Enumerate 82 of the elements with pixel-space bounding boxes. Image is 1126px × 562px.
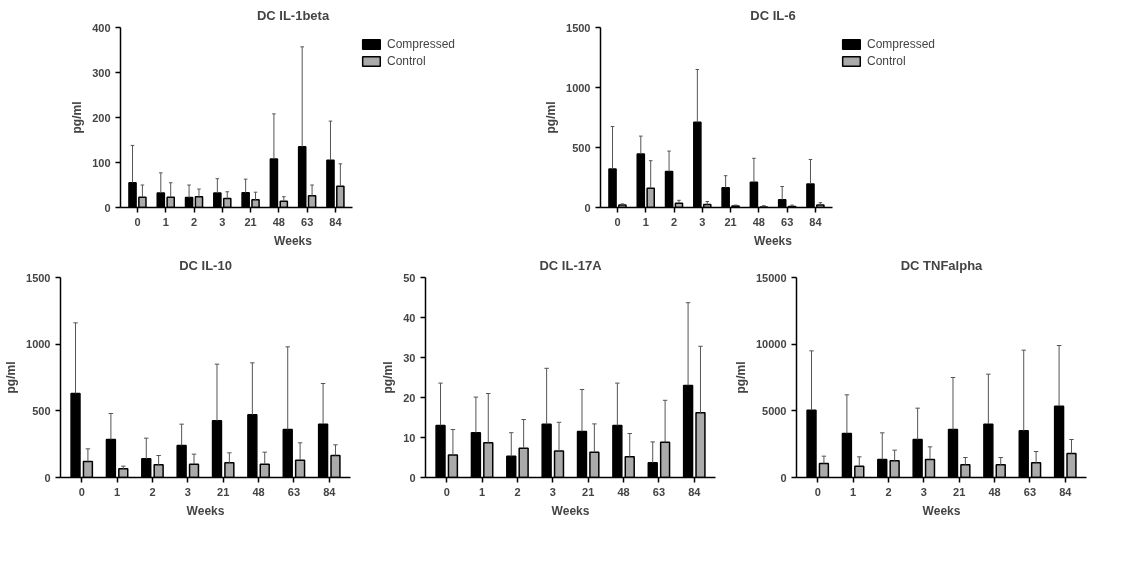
x-tick-label: 2 <box>190 215 198 228</box>
y-axis-title: pg/ml <box>733 361 748 394</box>
x-axis-title: Weeks <box>754 233 793 248</box>
x-tick-label: 2 <box>885 485 892 498</box>
y-tick-label: 10 <box>403 431 416 444</box>
y-tick-label: 40 <box>403 311 416 324</box>
x-tick-label: 21 <box>724 215 737 228</box>
y-tick-label: 0 <box>44 471 51 484</box>
x-tick-label: 3 <box>699 215 706 228</box>
x-tick-label: 48 <box>252 485 265 498</box>
x-tick-label: 63 <box>301 215 314 228</box>
legend-label: Control <box>386 54 426 68</box>
x-tick-label: 0 <box>134 215 141 228</box>
x-tick-label: 48 <box>617 485 630 498</box>
x-tick-label: 48 <box>272 215 285 228</box>
y-tick-label: 10000 <box>755 338 787 351</box>
x-tick-label: 0 <box>814 485 821 498</box>
chart-title: DC IL-10 <box>179 257 232 273</box>
chart-title: DC IL-6 <box>750 7 796 23</box>
y-tick-label: 15000 <box>755 271 787 284</box>
x-tick-label: 2 <box>670 215 678 228</box>
y-axis-title: pg/ml <box>4 361 19 394</box>
x-tick-label: 63 <box>652 485 666 498</box>
x-tick-label: 1 <box>642 215 649 228</box>
x-tick-label: 84 <box>323 485 337 498</box>
x-tick-label: 21 <box>217 485 230 498</box>
x-axis-title: Weeks <box>274 233 313 248</box>
x-tick-label: 3 <box>219 215 226 228</box>
y-tick-label: 0 <box>780 471 787 484</box>
y-tick-label: 50 <box>403 271 416 284</box>
y-tick-label: 200 <box>92 111 111 124</box>
y-tick-label: 1000 <box>566 81 591 94</box>
x-tick-label: 0 <box>78 485 85 498</box>
x-tick-label: 21 <box>953 485 966 498</box>
x-tick-label: 0 <box>443 485 450 498</box>
y-tick-label: 500 <box>32 404 51 417</box>
x-tick-label: 63 <box>1023 485 1037 498</box>
y-tick-label: 30 <box>403 351 416 364</box>
x-tick-label: 84 <box>688 485 702 498</box>
chart-title: DC TNFalpha <box>900 257 984 273</box>
y-tick-label: 0 <box>104 201 111 214</box>
y-axis-title: pg/ml <box>70 101 85 134</box>
x-tick-label: 2 <box>149 485 156 498</box>
x-tick-label: 84 <box>809 215 823 228</box>
x-tick-label: 1 <box>850 485 857 498</box>
x-axis-title: Weeks <box>186 503 225 518</box>
y-axis-title: pg/ml <box>381 361 396 394</box>
x-tick-label: 48 <box>752 215 765 228</box>
x-tick-label: 84 <box>329 215 343 228</box>
y-tick-label: 5000 <box>762 404 787 417</box>
x-tick-label: 0 <box>614 215 621 228</box>
x-tick-label: 48 <box>988 485 1001 498</box>
y-tick-label: 400 <box>92 21 111 34</box>
x-tick-label: 2 <box>514 485 521 498</box>
y-tick-label: 20 <box>403 391 416 404</box>
y-tick-label: 0 <box>584 201 591 214</box>
y-tick-label: 300 <box>92 66 111 79</box>
x-tick-label: 3 <box>549 485 556 498</box>
y-tick-label: 100 <box>92 156 111 169</box>
y-axis-title: pg/ml <box>544 101 559 134</box>
x-axis-title: Weeks <box>551 503 590 518</box>
y-tick-label: 500 <box>572 141 591 154</box>
x-axis-title: Weeks <box>922 503 961 518</box>
x-tick-label: 3 <box>184 485 191 498</box>
x-tick-label: 1 <box>479 485 486 498</box>
legend-label: Compressed <box>866 37 935 51</box>
x-tick-label: 63 <box>287 485 301 498</box>
x-tick-label: 84 <box>1059 485 1073 498</box>
y-tick-label: 1500 <box>26 271 51 284</box>
chart-title: DC IL-1beta <box>256 7 330 23</box>
y-tick-label: 0 <box>409 471 416 484</box>
x-tick-label: 63 <box>781 215 794 228</box>
legend-label: Control <box>866 54 906 68</box>
x-tick-label: 21 <box>582 485 595 498</box>
x-tick-label: 1 <box>114 485 121 498</box>
x-tick-label: 1 <box>162 215 169 228</box>
legend-label: Compressed <box>386 37 455 51</box>
chart-title: DC IL-17A <box>539 257 603 273</box>
x-tick-label: 21 <box>244 215 257 228</box>
x-tick-label: 3 <box>920 485 927 498</box>
y-tick-label: 1000 <box>26 338 51 351</box>
y-tick-label: 1500 <box>566 21 591 34</box>
